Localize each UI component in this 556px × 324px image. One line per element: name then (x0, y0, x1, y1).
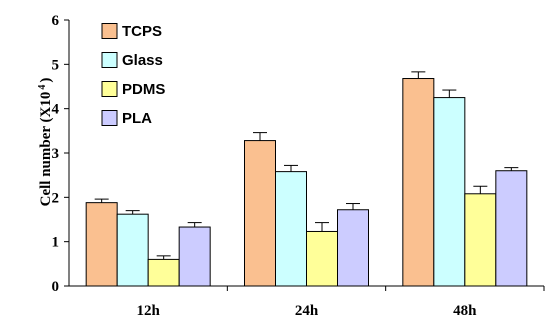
y-axis-label-exponent: 4 (37, 85, 48, 90)
y-tick-label: 1 (52, 235, 60, 251)
legend-label-tcps: TCPS (122, 23, 162, 40)
y-tick-label: 0 (52, 279, 60, 295)
bar-glass-24h (275, 171, 307, 287)
bar-pla-24h (337, 209, 369, 287)
bar-pla-48h (495, 170, 528, 287)
bar-tcps-12h (85, 202, 118, 287)
x-tick-label: 48h (453, 303, 477, 319)
x-tick-label: 24h (295, 303, 319, 319)
bar-pdms-48h (464, 193, 497, 287)
bar-glass-48h (433, 97, 466, 287)
y-axis-label-main: Cell number (X10 (38, 92, 54, 207)
legend-label-pdms: PDMS (122, 81, 165, 98)
bars (85, 78, 528, 287)
y-tick-label: 3 (52, 146, 60, 162)
legend-swatch-pla (101, 110, 118, 126)
y-tick-label: 2 (52, 190, 60, 206)
error-bars (94, 71, 519, 260)
bar-pdms-12h (147, 258, 180, 287)
bar-tcps-48h (402, 78, 435, 287)
legend-label-glass: Glass (122, 52, 163, 69)
legend-swatch-pdms (101, 81, 118, 97)
legend-swatch-glass (101, 52, 118, 68)
y-tick-label: 5 (52, 57, 60, 73)
legend-label-pla: PLA (122, 110, 152, 127)
legend-swatch-tcps (101, 23, 118, 39)
tick-labels: 0 1 2 3 4 5 6 12h 24h 48h (52, 13, 478, 319)
y-tick-label: 6 (52, 13, 60, 29)
bar-pla-12h (178, 226, 211, 287)
bar-pdms-24h (306, 230, 338, 287)
y-axis-label: Cell number (X10 4) (37, 78, 55, 207)
legend: TCPS Glass PDMS PLA (101, 23, 165, 127)
x-tick-label: 12h (136, 303, 160, 319)
bar-tcps-24h (244, 140, 276, 287)
y-axis-label-suffix: ) (38, 78, 54, 83)
y-tick-label: 4 (52, 102, 60, 118)
bar-glass-12h (116, 213, 149, 287)
